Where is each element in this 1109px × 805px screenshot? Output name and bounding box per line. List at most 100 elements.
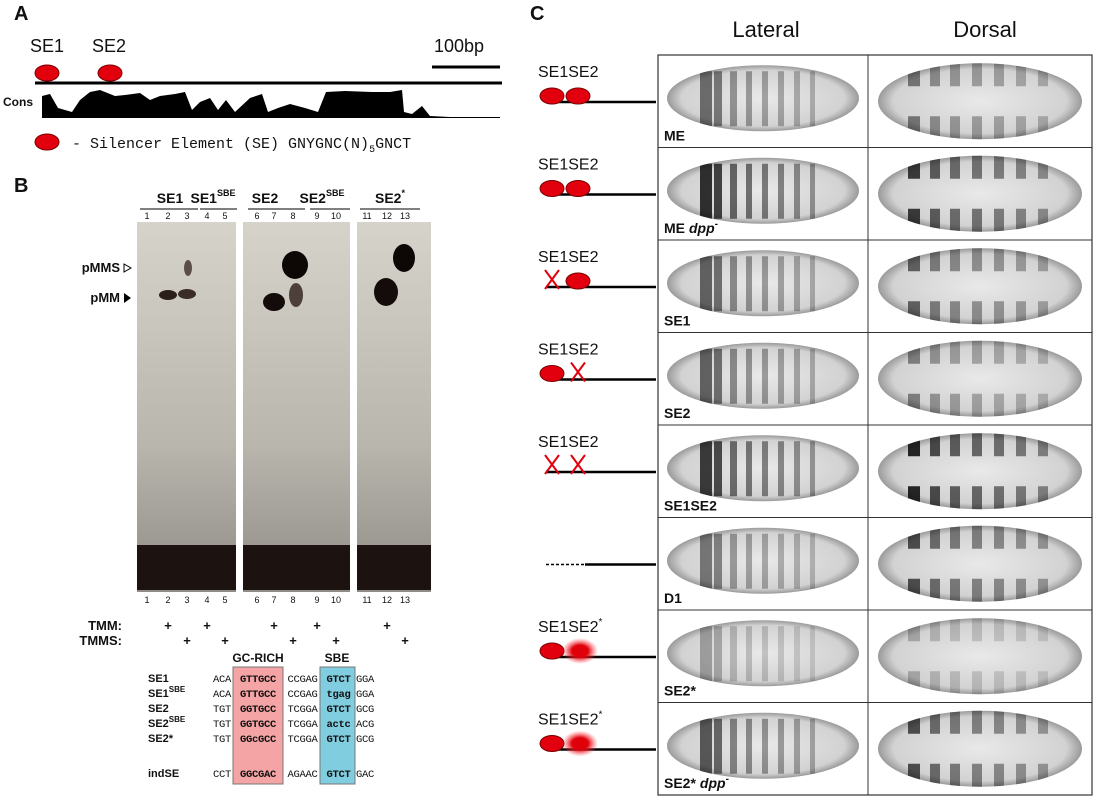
- stripe: [908, 525, 920, 549]
- embryo-dorsal: [878, 710, 1082, 787]
- image-label: SE2*: [664, 775, 696, 791]
- lane-number: 12: [382, 211, 392, 221]
- se1-label: SE1: [30, 36, 64, 56]
- track-label: Cons: [3, 95, 33, 109]
- silencer-element: [565, 180, 591, 197]
- stripe: [972, 340, 982, 364]
- stripe: [1016, 433, 1026, 457]
- band-label: pMMS: [82, 260, 121, 275]
- stripe: [810, 71, 815, 127]
- stripe: [778, 718, 784, 774]
- sequence-part: GTCT: [326, 734, 350, 746]
- stripe: [714, 256, 722, 312]
- stripe: [930, 433, 940, 457]
- lane-number: 8: [290, 211, 295, 221]
- image-label-italic: dpp: [700, 775, 726, 791]
- stripe: [950, 301, 960, 325]
- stripe: [810, 626, 815, 682]
- stripe: [950, 578, 960, 602]
- sequence-name: SE1SBE: [148, 685, 186, 700]
- group-name: SE2: [252, 190, 279, 206]
- lane-number: 9: [314, 211, 319, 221]
- silencer-element: [539, 735, 565, 752]
- lane-number: 11: [362, 211, 371, 221]
- sequence-name: SE2SBE: [148, 715, 186, 730]
- sequence-part: GGCGAC: [240, 769, 277, 781]
- construct-name: SE1SE2: [538, 342, 599, 359]
- construct-name: SE1SE2: [538, 157, 599, 174]
- dorsal-stripes: [908, 618, 1048, 695]
- embryo-dorsal: [878, 155, 1082, 232]
- silencer-element: [539, 365, 565, 382]
- stripe: [908, 248, 920, 272]
- dorsal-stripes: [908, 710, 1048, 787]
- lane-number: 1: [144, 595, 149, 605]
- condition-label: TMM:: [88, 618, 122, 633]
- plus-mark: +: [203, 618, 211, 633]
- stripe: [950, 671, 960, 695]
- deletion-x: [570, 454, 586, 475]
- stripe: [778, 348, 784, 404]
- stripe: [1016, 340, 1026, 364]
- sequence-part: GTCT: [326, 704, 350, 716]
- construct-name: SE1SE2: [538, 434, 599, 451]
- stripe: [1038, 578, 1048, 602]
- free-probe: [357, 545, 431, 590]
- stripe: [730, 163, 737, 219]
- stripe: [730, 256, 737, 312]
- stripe: [700, 626, 712, 682]
- stripe: [700, 348, 712, 404]
- stripe: [908, 578, 920, 602]
- sequence-part: ACA: [213, 689, 232, 701]
- stripe: [972, 671, 982, 695]
- lateral-stripes: [700, 626, 815, 682]
- stripe: [972, 208, 982, 232]
- group-name: SE2: [300, 190, 327, 206]
- lane-number: 6: [254, 595, 259, 605]
- stripe: [950, 340, 960, 364]
- image-label: D1: [664, 590, 682, 606]
- sequence-part: ACA: [213, 674, 232, 686]
- stripe: [908, 763, 920, 787]
- silencer-element: [565, 87, 591, 105]
- stripe: [994, 301, 1004, 325]
- stripe: [908, 486, 920, 510]
- stripe: [794, 256, 800, 312]
- stripe: [1038, 248, 1048, 272]
- mutant-silencer: [562, 730, 598, 757]
- stripe: [994, 671, 1004, 695]
- lane-number: 1: [144, 211, 149, 221]
- plus-mark: +: [289, 633, 297, 648]
- stripe: [994, 155, 1004, 179]
- scale-label: 100bp: [434, 36, 484, 56]
- lane-number: 6: [254, 211, 259, 221]
- stripe: [778, 626, 784, 682]
- image-label: SE2*: [664, 683, 696, 699]
- panel-image-label: SE2: [664, 405, 691, 421]
- stripe: [700, 441, 712, 497]
- image-label: SE2: [664, 405, 691, 421]
- plus-mark: +: [313, 618, 321, 633]
- image-label-sup: -: [726, 774, 729, 785]
- stripe: [994, 208, 1004, 232]
- stripe: [908, 433, 920, 457]
- stripe: [908, 710, 920, 734]
- stripe: [1016, 248, 1026, 272]
- panel-image-label: D1: [664, 590, 682, 606]
- sequence-name: SE2*: [148, 733, 174, 745]
- embryo-dorsal: [878, 525, 1082, 602]
- stripe: [730, 71, 737, 127]
- lane-number: 8: [290, 595, 295, 605]
- stripe: [1016, 486, 1026, 510]
- stripe: [972, 116, 982, 140]
- stripe: [908, 63, 920, 87]
- stripe: [1016, 63, 1026, 87]
- sequence-part: TCGGA: [287, 719, 318, 731]
- sequence-part: GTTGCC: [240, 674, 277, 686]
- stripe: [994, 340, 1004, 364]
- band: [289, 283, 303, 307]
- panel-image-label: SE1: [664, 313, 691, 329]
- construct-sup: *: [598, 617, 602, 628]
- stripe: [714, 626, 722, 682]
- stripe: [700, 533, 712, 589]
